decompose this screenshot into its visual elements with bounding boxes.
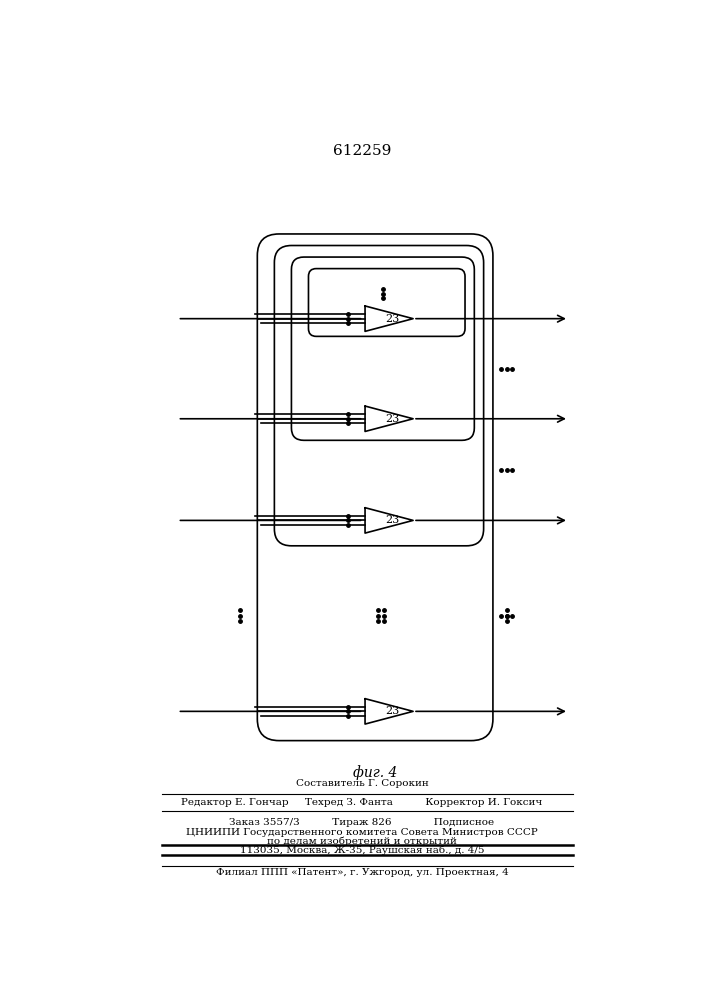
Text: 23: 23 (385, 414, 399, 424)
Text: по делам изобретений и открытий: по делам изобретений и открытий (267, 837, 457, 846)
Text: ЦНИИПИ Государственного комитета Совета Министров СССР: ЦНИИПИ Государственного комитета Совета … (186, 828, 538, 837)
Text: Редактор Е. Гончар     Техред З. Фанта          Корректор И. Гоксич: Редактор Е. Гончар Техред З. Фанта Корре… (181, 798, 542, 807)
Text: Составитель Г. Сорокин: Составитель Г. Сорокин (296, 779, 428, 788)
Text: 23: 23 (385, 515, 399, 525)
Text: Филиал ППП «Патент», г. Ужгород, ул. Проектная, 4: Филиал ППП «Патент», г. Ужгород, ул. Про… (216, 868, 508, 877)
Text: фиг. 4: фиг. 4 (353, 766, 397, 780)
Text: Заказ 3557/3          Тираж 826             Подписное: Заказ 3557/3 Тираж 826 Подписное (229, 818, 494, 827)
Text: 23: 23 (385, 706, 399, 716)
Text: 612259: 612259 (333, 144, 391, 158)
Text: 23: 23 (385, 314, 399, 324)
Text: 113035, Москва, Ж-35, Раушская наб., д. 4/5: 113035, Москва, Ж-35, Раушская наб., д. … (240, 846, 484, 855)
